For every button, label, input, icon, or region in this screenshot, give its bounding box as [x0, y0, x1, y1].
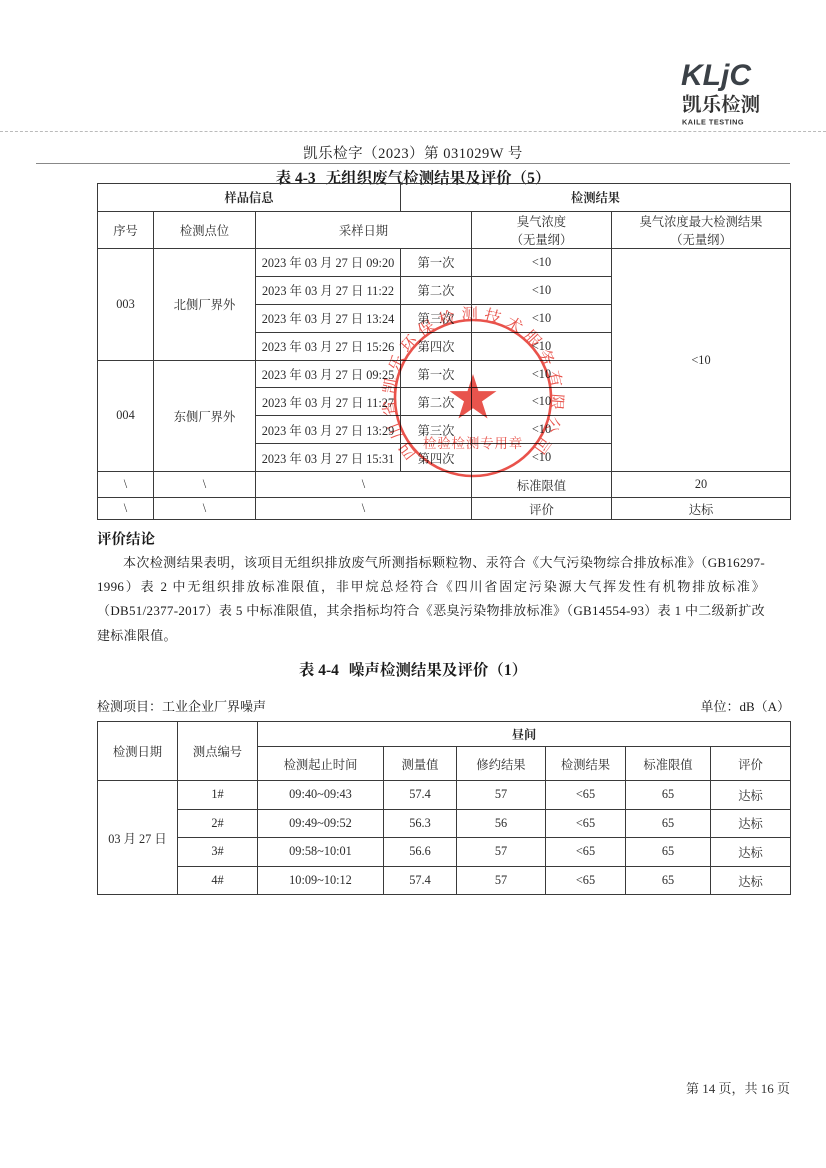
svg-text:KAILE TESTING: KAILE TESTING	[682, 118, 744, 127]
svg-text:检验检测专用章: 检验检测专用章	[423, 432, 523, 452]
svg-text:凯乐检测: 凯乐检测	[682, 89, 760, 117]
svg-text:KLjC: KLjC	[681, 59, 752, 92]
